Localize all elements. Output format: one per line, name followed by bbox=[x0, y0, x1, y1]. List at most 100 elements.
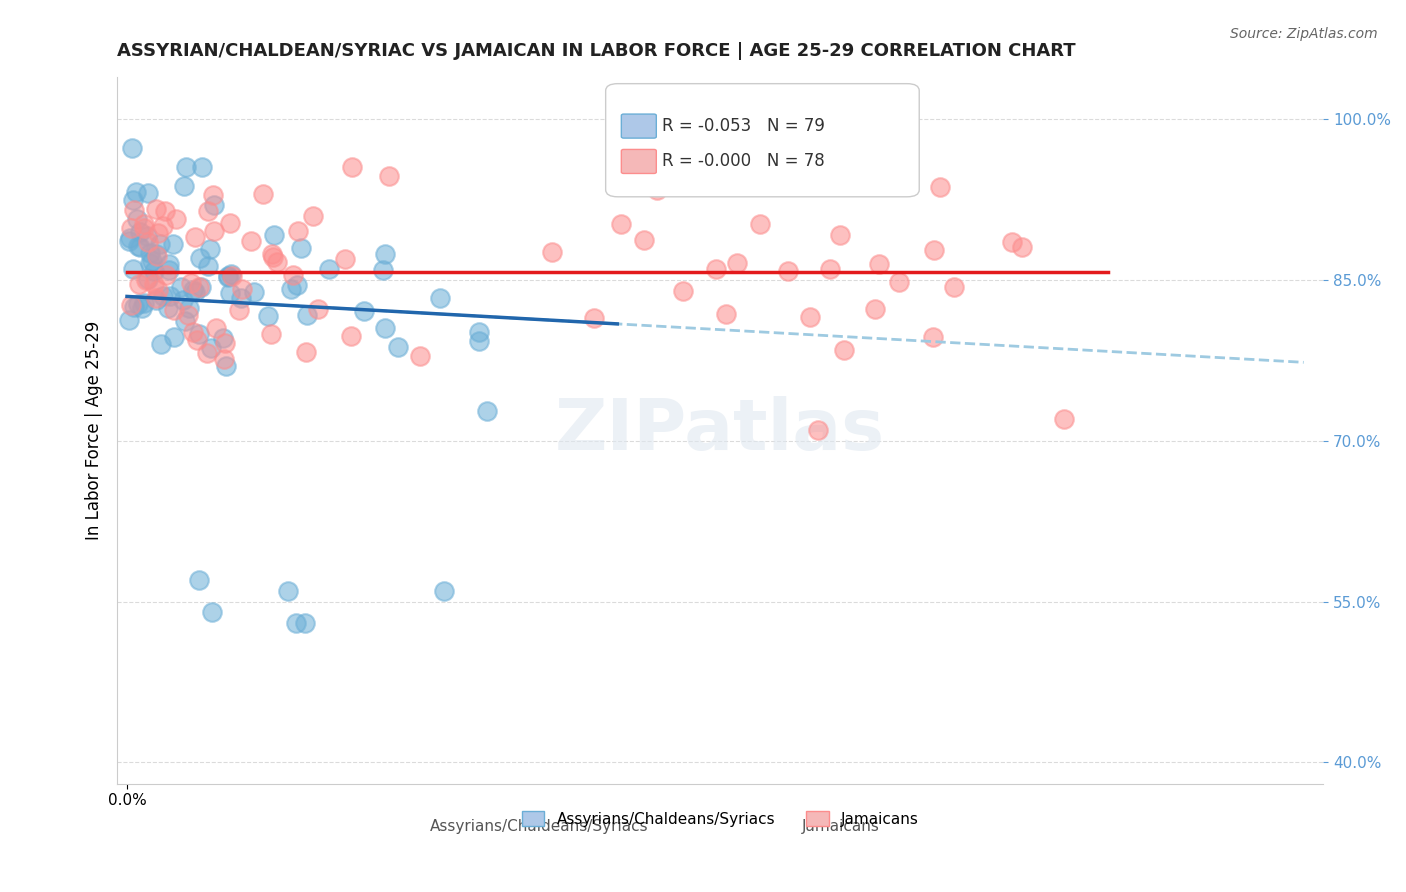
Point bbox=[287, 224, 309, 238]
Point bbox=[174, 160, 197, 174]
Point bbox=[180, 276, 202, 290]
Point bbox=[374, 321, 396, 335]
Point bbox=[152, 219, 174, 233]
Point bbox=[672, 284, 695, 298]
Point bbox=[120, 221, 142, 235]
Point bbox=[214, 335, 236, 350]
Text: R = -0.053   N = 79: R = -0.053 N = 79 bbox=[662, 117, 825, 135]
FancyBboxPatch shape bbox=[621, 114, 657, 138]
Point bbox=[260, 246, 283, 260]
Point bbox=[645, 183, 668, 197]
Point bbox=[280, 282, 302, 296]
Point bbox=[799, 310, 821, 324]
Point bbox=[145, 293, 167, 307]
Point bbox=[231, 291, 253, 305]
Point bbox=[201, 187, 224, 202]
Point bbox=[340, 160, 363, 174]
Point bbox=[219, 267, 242, 281]
Point bbox=[136, 186, 159, 200]
Point bbox=[132, 217, 155, 231]
Point bbox=[285, 615, 308, 630]
Point bbox=[339, 328, 361, 343]
Text: Source: ZipAtlas.com: Source: ZipAtlas.com bbox=[1230, 27, 1378, 41]
Point bbox=[174, 314, 197, 328]
Point bbox=[219, 216, 242, 230]
Point bbox=[290, 242, 312, 256]
Point bbox=[820, 262, 842, 277]
Point bbox=[191, 160, 214, 174]
FancyBboxPatch shape bbox=[606, 84, 920, 197]
FancyBboxPatch shape bbox=[621, 150, 657, 173]
Point bbox=[297, 308, 319, 322]
Point bbox=[190, 280, 212, 294]
Point bbox=[127, 297, 149, 311]
Point bbox=[928, 179, 950, 194]
Point bbox=[159, 289, 181, 303]
Point bbox=[145, 292, 167, 306]
Point bbox=[285, 278, 308, 293]
Point bbox=[201, 605, 224, 619]
Point bbox=[176, 308, 198, 322]
Point bbox=[138, 245, 160, 260]
Text: R = -0.000   N = 78: R = -0.000 N = 78 bbox=[662, 153, 825, 170]
Point bbox=[121, 193, 143, 207]
Point bbox=[129, 226, 152, 240]
Point bbox=[922, 330, 945, 344]
Point bbox=[145, 247, 167, 261]
Point bbox=[475, 404, 498, 418]
Point bbox=[129, 240, 152, 254]
Point bbox=[633, 233, 655, 247]
Point bbox=[163, 329, 186, 343]
Point bbox=[142, 277, 165, 291]
Y-axis label: In Labor Force | Age 25-29: In Labor Force | Age 25-29 bbox=[86, 320, 103, 540]
Point bbox=[266, 255, 288, 269]
Point bbox=[145, 202, 167, 216]
Point bbox=[302, 210, 325, 224]
Point bbox=[162, 237, 184, 252]
Point bbox=[122, 300, 145, 314]
Point bbox=[725, 256, 748, 270]
Point bbox=[217, 269, 239, 284]
Text: Jamaicans: Jamaicans bbox=[801, 819, 880, 834]
Point bbox=[184, 285, 207, 299]
Point bbox=[387, 340, 409, 354]
Point bbox=[749, 217, 772, 231]
Point bbox=[374, 246, 396, 260]
Point bbox=[212, 331, 235, 345]
Point bbox=[887, 275, 910, 289]
Point bbox=[281, 268, 304, 282]
Point bbox=[240, 234, 263, 248]
Point bbox=[183, 326, 205, 340]
Point bbox=[252, 187, 274, 202]
Point bbox=[186, 333, 208, 347]
Point bbox=[353, 303, 375, 318]
Point bbox=[197, 259, 219, 273]
Point bbox=[202, 198, 225, 212]
Point bbox=[541, 244, 564, 259]
Point bbox=[118, 231, 141, 245]
Point bbox=[294, 615, 316, 630]
Point bbox=[134, 220, 156, 235]
Point bbox=[127, 239, 149, 253]
Point bbox=[181, 283, 204, 297]
Point bbox=[221, 268, 243, 283]
Point bbox=[256, 309, 278, 323]
Point bbox=[118, 313, 141, 327]
Point bbox=[433, 583, 456, 598]
Point bbox=[868, 256, 890, 270]
Point bbox=[830, 228, 852, 243]
Point bbox=[242, 285, 264, 300]
Point bbox=[170, 280, 193, 294]
Point bbox=[125, 211, 148, 226]
Point bbox=[582, 310, 605, 325]
Point bbox=[468, 334, 491, 348]
Point bbox=[263, 227, 285, 242]
Text: Assyrians/Chaldeans/Syriacs: Assyrians/Chaldeans/Syriacs bbox=[430, 819, 648, 834]
Point bbox=[200, 342, 222, 356]
Point bbox=[195, 346, 218, 360]
Point bbox=[118, 234, 141, 248]
Point bbox=[228, 302, 250, 317]
Point bbox=[183, 230, 205, 244]
Point bbox=[146, 283, 169, 297]
Point bbox=[197, 204, 219, 219]
